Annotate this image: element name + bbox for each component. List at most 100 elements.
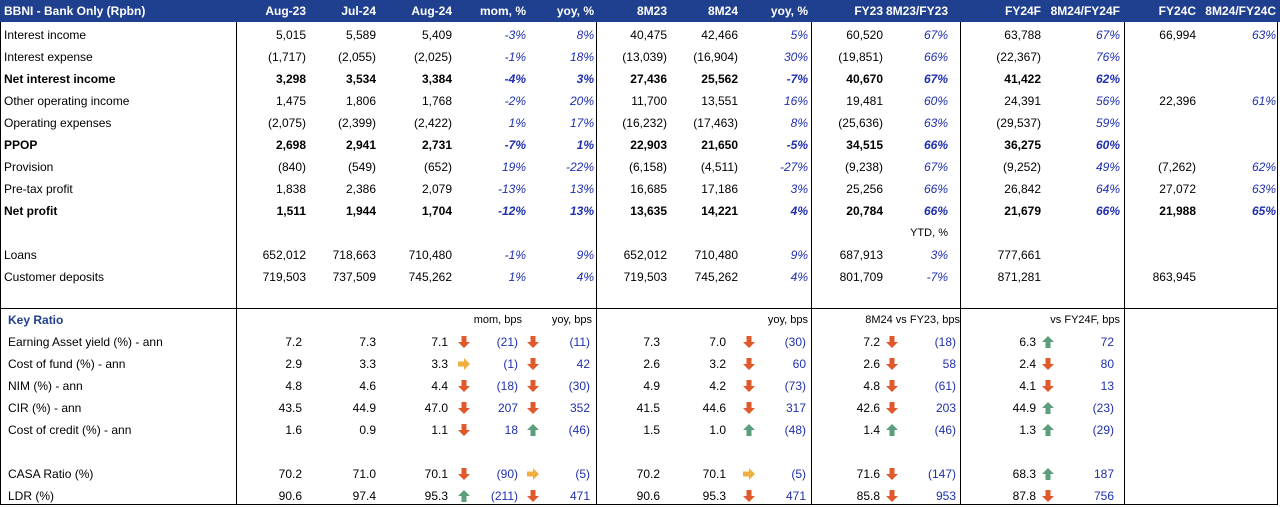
table-cell: 871,281: [997, 270, 1041, 284]
row-label: CASA Ratio (%): [8, 467, 94, 481]
column-header[interactable]: FY23: [854, 4, 883, 18]
table-cell: 7.2: [863, 335, 880, 349]
column-divider: [596, 22, 597, 505]
table-cell: 745,262: [694, 270, 738, 284]
table-cell: 9%: [790, 248, 808, 262]
table-cell: (46): [934, 423, 956, 437]
table-cell: 63%: [1251, 182, 1276, 196]
table-cell: 801,709: [839, 270, 883, 284]
column-header[interactable]: yoy, %: [556, 4, 594, 18]
table-cell: 3,298: [275, 72, 306, 86]
column-header[interactable]: 8M23: [636, 4, 667, 18]
table-cell: 2,698: [275, 138, 306, 152]
table-cell: 18%: [569, 50, 594, 64]
table-cell: 4.8: [863, 379, 880, 393]
table-cell: 718,663: [332, 248, 376, 262]
row-label: Net interest income: [4, 72, 116, 86]
table-cell: -3%: [504, 28, 526, 42]
table-cell: 2.6: [643, 357, 660, 371]
arrow-right-icon: [527, 468, 539, 480]
table-cell: (5): [791, 467, 806, 481]
table-cell: 66%: [923, 138, 948, 152]
column-header[interactable]: FY24F: [1004, 4, 1041, 18]
table-cell: 63,788: [1004, 28, 1041, 42]
column-header[interactable]: 8M24: [707, 4, 738, 18]
column-header[interactable]: 8M24/FY24F: [1050, 4, 1120, 18]
table-cell: (4,511): [700, 160, 738, 174]
table-cell: 66%: [923, 182, 948, 196]
column-header[interactable]: 8M24/FY24C: [1205, 4, 1276, 18]
table-cell: 2,079: [421, 182, 452, 196]
table-cell: 90.6: [278, 489, 302, 503]
arrow-up-icon: [458, 490, 470, 502]
table-cell: 42,466: [701, 28, 738, 42]
table-cell: -1%: [504, 50, 526, 64]
table-cell: 42: [576, 357, 590, 371]
table-cell: 41,422: [1004, 72, 1041, 86]
row-label: Provision: [4, 160, 54, 174]
table-cell: 67%: [923, 28, 948, 42]
row-label: Interest expense: [4, 50, 93, 64]
table-cell: 13,635: [630, 204, 667, 218]
table-cell: 710,480: [694, 248, 738, 262]
table-cell: 0.9: [359, 423, 376, 437]
table-cell: 19,481: [846, 94, 883, 108]
table-cell: 1%: [508, 270, 526, 284]
table-cell: 3.2: [709, 357, 726, 371]
column-divider: [236, 22, 237, 505]
table-cell: 36,275: [1004, 138, 1041, 152]
table-cell: 1.1: [431, 423, 448, 437]
row-label: LDR (%): [8, 489, 55, 503]
column-header[interactable]: FY24C: [1158, 4, 1196, 18]
table-cell: 2.4: [1019, 357, 1036, 371]
arrow-down-icon: [886, 490, 898, 502]
table-cell: 3%: [576, 72, 594, 86]
table-cell: (29): [1092, 423, 1114, 437]
table-cell: -2%: [504, 94, 526, 108]
arrow-down-icon: [743, 490, 755, 502]
table-cell: [1198, 244, 1276, 266]
table-cell: 5,409: [421, 28, 452, 42]
table-cell: 737,509: [332, 270, 376, 284]
table-cell: (16,232): [622, 116, 667, 130]
table-cell: 1.6: [285, 423, 302, 437]
table-cell: 3,384: [421, 72, 452, 86]
table-cell: (61): [934, 379, 956, 393]
table-cell: 95.3: [424, 489, 448, 503]
arrow-down-icon: [527, 402, 539, 414]
table-cell: (18): [934, 335, 956, 349]
table-cell: 3%: [790, 182, 808, 196]
table-cell: 2,941: [345, 138, 376, 152]
table-cell: 17%: [569, 116, 594, 130]
column-header[interactable]: Jul-24: [341, 4, 376, 18]
column-header[interactable]: yoy, %: [770, 4, 808, 18]
table-cell: 863,945: [1152, 270, 1196, 284]
table-cell: 5,589: [345, 28, 376, 42]
table-cell: [1198, 134, 1276, 156]
table-cell: 4.8: [285, 379, 302, 393]
table-cell: 1%: [508, 116, 526, 130]
column-header[interactable]: Aug-24: [411, 4, 452, 18]
table-cell: (21): [496, 335, 518, 349]
table-cell: 652,012: [623, 248, 667, 262]
arrow-down-icon: [743, 402, 755, 414]
column-header[interactable]: 8M23/FY23: [885, 4, 948, 18]
row-label: Cost of fund (%) - ann: [8, 357, 126, 371]
table-cell: (48): [784, 423, 806, 437]
table-cell: 8%: [790, 116, 808, 130]
column-header[interactable]: mom, %: [479, 4, 526, 18]
arrow-down-icon: [527, 358, 539, 370]
arrow-right-icon: [458, 358, 470, 370]
table-cell: 2,731: [421, 138, 452, 152]
table-cell: 22,903: [630, 138, 667, 152]
table-title[interactable]: BBNI - Bank Only (Rpbn): [4, 4, 146, 18]
column-header[interactable]: Aug-23: [265, 4, 306, 18]
table-cell: (18): [496, 379, 518, 393]
table-cell: (9,252): [1002, 160, 1041, 174]
table-cell: 13: [1100, 379, 1114, 393]
table-cell: 4.4: [431, 379, 448, 393]
table-cell: 8%: [576, 28, 594, 42]
table-cell: [1198, 112, 1276, 134]
table-cell: 687,913: [839, 248, 883, 262]
table-cell: -13%: [497, 182, 526, 196]
